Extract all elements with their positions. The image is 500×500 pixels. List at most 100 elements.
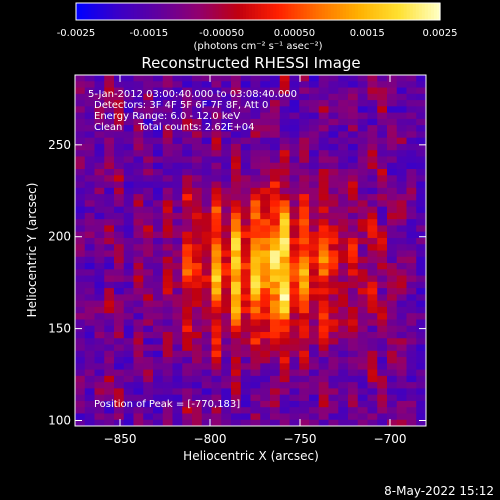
heatmap-cell	[240, 150, 251, 157]
heatmap-cell	[406, 118, 417, 126]
heatmap-cell	[377, 75, 388, 82]
heatmap-cell	[260, 275, 271, 283]
heatmap-cell	[318, 187, 329, 195]
heatmap-cell	[192, 212, 203, 220]
heatmap-cell	[387, 407, 398, 414]
heatmap-cell	[231, 294, 242, 302]
heatmap-cell	[240, 181, 251, 189]
heatmap-cell	[318, 357, 329, 364]
heatmap-cell	[406, 194, 417, 201]
heatmap-cell	[387, 187, 398, 195]
heatmap-cell	[318, 256, 329, 264]
heatmap-cell	[396, 237, 407, 245]
heatmap-cell	[231, 169, 242, 176]
heatmap-cell	[338, 375, 349, 383]
heatmap-cell	[84, 231, 95, 239]
heatmap-cell	[162, 300, 173, 308]
heatmap-cell	[338, 125, 349, 132]
heatmap-cell	[211, 106, 222, 114]
heatmap-cell	[377, 150, 388, 157]
heatmap-cell	[240, 100, 251, 107]
heatmap-cell	[84, 394, 95, 402]
heatmap-cell	[114, 357, 125, 364]
heatmap-cell	[94, 413, 105, 421]
heatmap-cell	[289, 300, 300, 308]
heatmap-cell	[270, 263, 281, 270]
heatmap-cell	[192, 419, 203, 427]
heatmap-cell	[221, 319, 232, 327]
heatmap-cell	[279, 407, 290, 414]
heatmap-cell	[133, 394, 144, 402]
heatmap-cell	[133, 206, 144, 214]
heatmap-cell	[309, 357, 320, 364]
heatmap-cell	[250, 338, 261, 346]
heatmap-cell	[221, 263, 232, 270]
heatmap-cell	[270, 212, 281, 220]
heatmap-cell	[318, 106, 329, 114]
heatmap-cell	[328, 206, 339, 214]
heatmap-cell	[338, 350, 349, 358]
heatmap-cell	[221, 281, 232, 289]
heatmap-cell	[211, 237, 222, 245]
heatmap-cell	[348, 200, 359, 208]
heatmap-cell	[84, 275, 95, 283]
colorbar-swatch	[391, 3, 396, 20]
colorbar-swatch	[215, 3, 220, 20]
heatmap-cell	[211, 388, 222, 396]
heatmap-cell	[357, 156, 368, 164]
heatmap-cell	[299, 350, 310, 358]
heatmap-cell	[143, 212, 154, 220]
heatmap-cell	[250, 244, 261, 251]
heatmap-cell	[162, 363, 173, 371]
heatmap-cell	[406, 338, 417, 346]
heatmap-cell	[318, 181, 329, 189]
heatmap-cell	[114, 319, 125, 327]
heatmap-cell	[231, 118, 242, 126]
heatmap-cell	[309, 294, 320, 302]
heatmap-cell	[182, 106, 193, 114]
heatmap-cell	[250, 143, 261, 151]
heatmap-cell	[318, 93, 329, 101]
heatmap-cell	[201, 143, 212, 151]
heatmap-cell	[318, 275, 329, 283]
heatmap-cell	[231, 275, 242, 283]
heatmap-cell	[377, 194, 388, 201]
heatmap-cell	[153, 206, 164, 214]
heatmap-cell	[270, 344, 281, 352]
heatmap-cell	[250, 194, 261, 201]
colorbar-swatch	[291, 3, 295, 20]
heatmap-cell	[270, 106, 281, 114]
heatmap-cell	[260, 269, 271, 277]
heatmap-cell	[260, 325, 271, 333]
heatmap-cell	[406, 288, 417, 295]
heatmap-cell	[416, 363, 427, 371]
heatmap-cell	[114, 162, 125, 170]
heatmap-cell	[172, 112, 183, 120]
heatmap-cell	[367, 175, 378, 183]
heatmap-cell	[289, 294, 300, 302]
heatmap-cell	[299, 363, 310, 371]
heatmap-cell	[75, 125, 86, 132]
heatmap-cell	[240, 93, 251, 101]
heatmap-cell	[338, 169, 349, 176]
heatmap-cell	[143, 231, 154, 239]
heatmap-cell	[192, 394, 203, 402]
heatmap-cell	[318, 125, 329, 132]
heatmap-cell	[406, 206, 417, 214]
heatmap-cell	[416, 338, 427, 346]
heatmap-cell	[104, 150, 115, 157]
heatmap-cell	[104, 219, 115, 226]
heatmap-cell	[153, 237, 164, 245]
heatmap-cell	[367, 93, 378, 101]
heatmap-cell	[123, 206, 134, 214]
heatmap-cell	[114, 219, 125, 226]
heatmap-cell	[289, 143, 300, 151]
heatmap-cell	[367, 382, 378, 389]
heatmap-cell	[123, 194, 134, 201]
heatmap-cell	[84, 219, 95, 226]
heatmap-cell	[396, 375, 407, 383]
heatmap-cell	[406, 150, 417, 157]
heatmap-cell	[114, 244, 125, 251]
heatmap-cell	[309, 250, 320, 258]
colorbar-swatch	[367, 3, 371, 20]
